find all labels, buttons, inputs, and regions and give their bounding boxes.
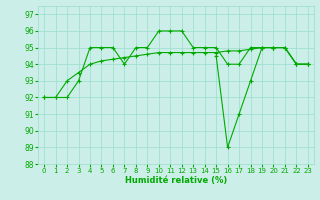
X-axis label: Humidité relative (%): Humidité relative (%) <box>125 176 227 185</box>
